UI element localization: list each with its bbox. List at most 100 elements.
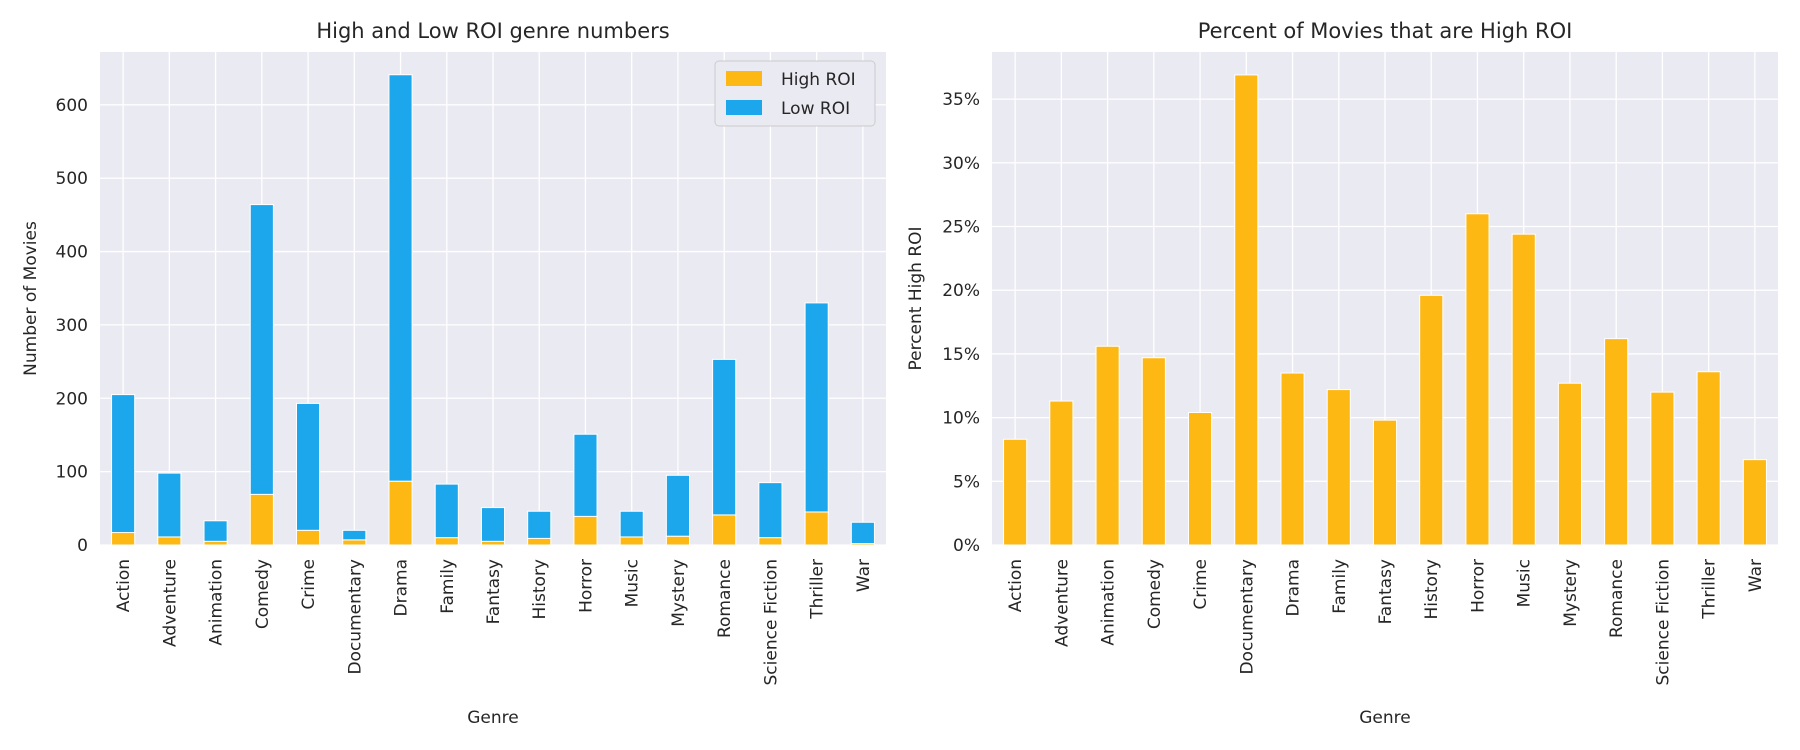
x-tick-label: History	[1422, 559, 1442, 619]
bar-percent-animation	[1095, 345, 1120, 546]
y-axis-label-percent: Percent High ROI	[906, 226, 926, 370]
x-tick-label: Animation	[1099, 559, 1119, 646]
bar-high-roi-science-fiction	[758, 537, 783, 546]
bar-percent-romance	[1604, 338, 1629, 546]
bar-low-roi-thriller	[804, 302, 829, 513]
x-tick-label: Adventure	[1052, 559, 1072, 647]
x-tick-label: Action	[114, 559, 134, 612]
bar-percent-music	[1511, 233, 1536, 546]
bar-high-roi-music	[619, 536, 644, 546]
bar-percent-crime	[1188, 412, 1213, 546]
x-tick-label: Adventure	[160, 559, 180, 647]
bar-low-roi-romance	[712, 358, 737, 516]
legend-swatch-high-roi	[726, 71, 762, 86]
bar-percent-family	[1326, 389, 1351, 546]
x-tick-label: Horror	[576, 559, 596, 613]
bar-high-roi-romance	[712, 514, 737, 546]
xticks-counts: Action Adventure Animation Comedy Crime Docum…	[114, 559, 874, 685]
x-tick-label: Animation	[207, 559, 227, 646]
bar-percent-comedy	[1141, 357, 1166, 546]
bar-percent-history	[1419, 294, 1444, 546]
bar-percent-mystery	[1557, 382, 1582, 546]
y-tick-label: 20%	[942, 281, 980, 301]
bar-low-roi-music	[619, 510, 644, 538]
x-tick-label: Mystery	[1561, 559, 1581, 627]
x-tick-label: Science Fiction	[1653, 559, 1673, 685]
x-tick-label: Thriller	[808, 559, 828, 620]
y-tick-label: 35%	[942, 90, 980, 110]
bars-percent	[1003, 74, 1767, 546]
x-tick-label: Music	[623, 559, 643, 607]
x-tick-label: Crime	[1191, 559, 1211, 610]
x-tick-label: Documentary	[345, 559, 365, 675]
y-tick-label: 10%	[942, 409, 980, 429]
bar-percent-adventure	[1049, 400, 1074, 546]
x-tick-label: Romance	[715, 559, 735, 638]
yticks-counts: 0 100 200 300 400 500 600	[56, 96, 88, 556]
bar-low-roi-horror	[573, 433, 598, 517]
y-tick-label: 0	[77, 536, 88, 556]
legend-counts: High ROI Low ROI	[714, 60, 876, 127]
legend-label-low-roi: Low ROI	[781, 99, 850, 119]
bar-high-roi-thriller	[804, 511, 829, 546]
bar-percent-fantasy	[1372, 419, 1398, 546]
x-tick-label: Family	[1330, 559, 1350, 614]
bar-high-roi-crime	[296, 529, 321, 546]
y-tick-label: 600	[56, 96, 88, 116]
bar-low-roi-science-fiction	[758, 482, 783, 539]
bar-low-roi-mystery	[665, 474, 690, 537]
x-tick-label: Action	[1006, 559, 1026, 612]
bar-high-roi-action	[111, 532, 136, 546]
bar-low-roi-war	[850, 521, 875, 545]
xticks-percent: Action Adventure Animation Comedy Crime Docum…	[1006, 559, 1766, 685]
x-tick-label: Thriller	[1700, 559, 1720, 620]
chart-title-percent: Percent of Movies that are High ROI	[1198, 19, 1573, 43]
bar-low-roi-crime	[296, 402, 321, 531]
bar-high-roi-documentary	[342, 539, 367, 546]
bar-low-roi-action	[111, 394, 136, 534]
bar-percent-horror	[1465, 213, 1490, 546]
bar-percent-documentary	[1234, 74, 1259, 546]
y-tick-label: 200	[56, 389, 88, 409]
x-tick-label: Drama	[1284, 559, 1304, 616]
bar-low-roi-animation	[203, 520, 228, 542]
bar-high-roi-horror	[573, 515, 598, 546]
x-tick-label: Documentary	[1237, 559, 1257, 675]
bar-high-roi-drama	[388, 480, 413, 546]
x-tick-label: Fantasy	[484, 559, 504, 624]
x-tick-label: Family	[438, 559, 458, 614]
bar-low-roi-fantasy	[480, 507, 506, 542]
bar-high-roi-adventure	[157, 536, 182, 546]
y-tick-label: 100	[56, 463, 88, 483]
chart-roi-counts: 0 100 200 300 400 500 600 Action Adventure Anima…	[21, 19, 886, 728]
legend-swatch-low-roi	[726, 100, 762, 115]
bar-high-roi-fantasy	[480, 540, 506, 546]
y-tick-label: 15%	[942, 345, 980, 365]
x-tick-label: Drama	[392, 559, 412, 616]
x-tick-label: Comedy	[253, 559, 273, 629]
bar-percent-action	[1003, 438, 1028, 546]
bar-high-roi-comedy	[249, 493, 274, 546]
x-tick-label: Crime	[299, 559, 319, 610]
x-tick-label: War	[854, 559, 874, 592]
x-tick-label: Fantasy	[1376, 559, 1396, 624]
bar-low-roi-family	[434, 483, 459, 539]
bar-percent-thriller	[1696, 371, 1721, 546]
x-tick-label: Comedy	[1145, 559, 1165, 629]
bar-low-roi-drama	[388, 74, 413, 482]
x-tick-label: Mystery	[669, 559, 689, 627]
x-tick-label: War	[1746, 559, 1766, 592]
yticks-percent: 0% 5% 10% 15% 20% 25% 30% 35%	[942, 90, 980, 556]
bar-percent-war	[1742, 459, 1767, 546]
x-axis-label-counts: Genre	[467, 708, 518, 728]
chart-roi-percent: 0% 5% 10% 15% 20% 25% 30% 35% Action Adventure An…	[906, 19, 1778, 728]
y-axis-label-counts: Number of Movies	[21, 221, 41, 376]
y-tick-label: 300	[56, 316, 88, 336]
bar-high-roi-animation	[203, 540, 228, 546]
bar-high-roi-mystery	[665, 535, 690, 546]
y-tick-label: 500	[56, 169, 88, 189]
x-tick-label: Romance	[1607, 559, 1627, 638]
y-tick-label: 5%	[953, 472, 980, 492]
legend-label-high-roi: High ROI	[781, 70, 856, 90]
